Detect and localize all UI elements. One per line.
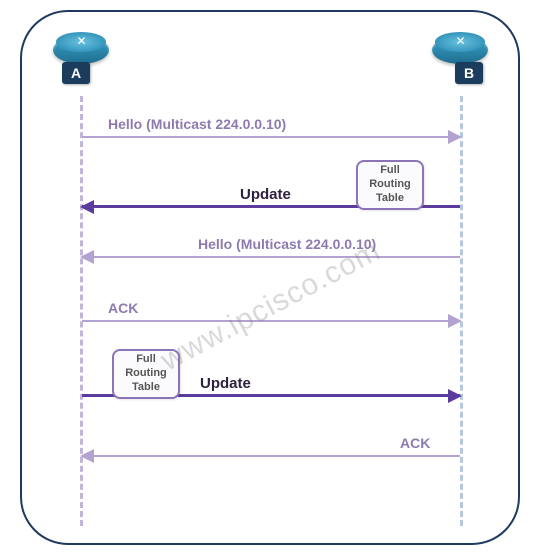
message-line bbox=[82, 256, 460, 258]
diagram-frame bbox=[20, 10, 520, 545]
arrowhead-left-icon bbox=[80, 200, 94, 214]
message-hello2 bbox=[82, 256, 460, 258]
arrowhead-left-icon bbox=[80, 250, 94, 264]
routing-table-box-t1: FullRoutingTable bbox=[356, 160, 424, 210]
router-b-label: B bbox=[455, 62, 483, 84]
message-line bbox=[82, 455, 460, 457]
router-a-label: A bbox=[62, 62, 90, 84]
arrowhead-right-icon bbox=[448, 389, 462, 403]
message-label-update2: Update bbox=[200, 375, 251, 392]
lifeline-b bbox=[460, 96, 463, 526]
router-a-body: ✕ bbox=[53, 36, 109, 64]
router-a: ✕ bbox=[53, 36, 109, 64]
arrowhead-right-icon bbox=[448, 130, 462, 144]
message-label-hello1: Hello (Multicast 224.0.0.10) bbox=[108, 116, 286, 132]
router-b-body: ✕ bbox=[432, 36, 488, 64]
message-label-hello2: Hello (Multicast 224.0.0.10) bbox=[198, 236, 376, 252]
message-line bbox=[82, 136, 460, 138]
message-ack2 bbox=[82, 455, 460, 457]
router-b: ✕ bbox=[432, 36, 488, 64]
message-line bbox=[82, 320, 460, 322]
arrowhead-left-icon bbox=[80, 449, 94, 463]
message-label-update1: Update bbox=[240, 186, 291, 203]
message-label-ack2: ACK bbox=[400, 435, 430, 451]
routing-table-box-t2: FullRoutingTable bbox=[112, 349, 180, 399]
message-ack1 bbox=[82, 320, 460, 322]
arrowhead-right-icon bbox=[448, 314, 462, 328]
message-hello1 bbox=[82, 136, 460, 138]
router-arrows-icon: ✕ bbox=[455, 35, 464, 47]
router-arrows-icon: ✕ bbox=[76, 35, 85, 47]
message-label-ack1: ACK bbox=[108, 300, 138, 316]
